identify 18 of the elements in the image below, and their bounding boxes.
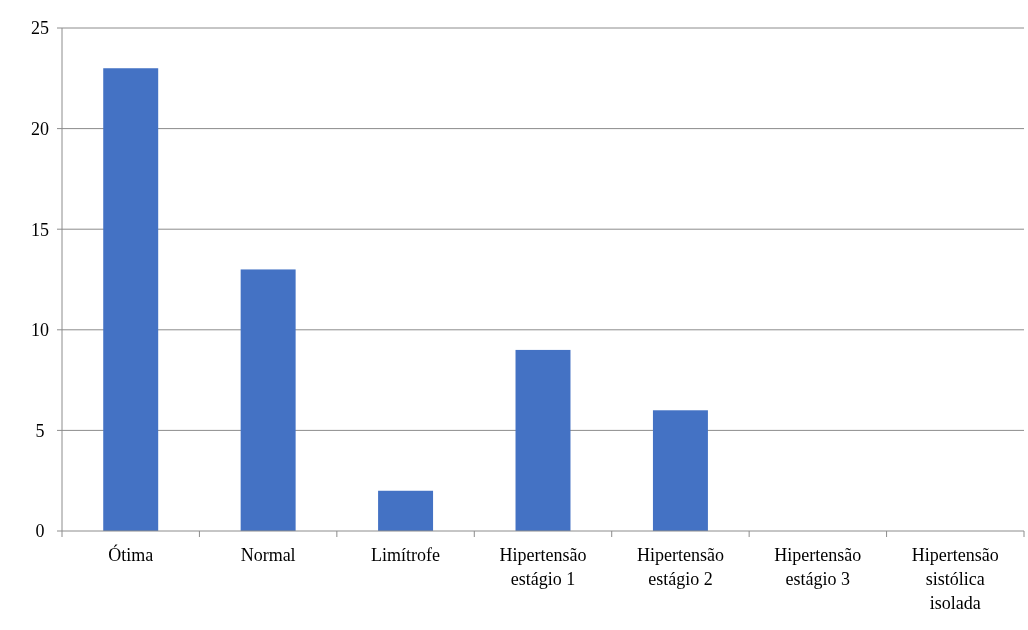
bar bbox=[515, 349, 571, 531]
bar bbox=[240, 269, 296, 531]
y-tick-label: 15 bbox=[31, 219, 49, 240]
x-tick-label: Hipertensão sistólica isolada bbox=[911, 545, 999, 613]
y-tick-label: 25 bbox=[31, 18, 49, 39]
y-tick-label: 0 bbox=[35, 521, 45, 542]
x-tick-label: Normal bbox=[240, 545, 296, 565]
y-tick-label: 10 bbox=[31, 320, 49, 341]
x-tick-label: Hipertensão estágio 1 bbox=[499, 545, 587, 589]
y-tick-label: 5 bbox=[35, 420, 45, 441]
bar bbox=[103, 68, 159, 531]
x-tick-label: Hipertensão estágio 2 bbox=[636, 545, 724, 589]
bar bbox=[652, 410, 708, 531]
x-tick-label: Hipertensão estágio 3 bbox=[774, 545, 862, 589]
bar bbox=[378, 490, 434, 531]
x-tick-label: Ótima bbox=[108, 544, 154, 565]
x-tick-label: Limítrofe bbox=[371, 545, 441, 565]
y-tick-label: 20 bbox=[31, 118, 49, 139]
